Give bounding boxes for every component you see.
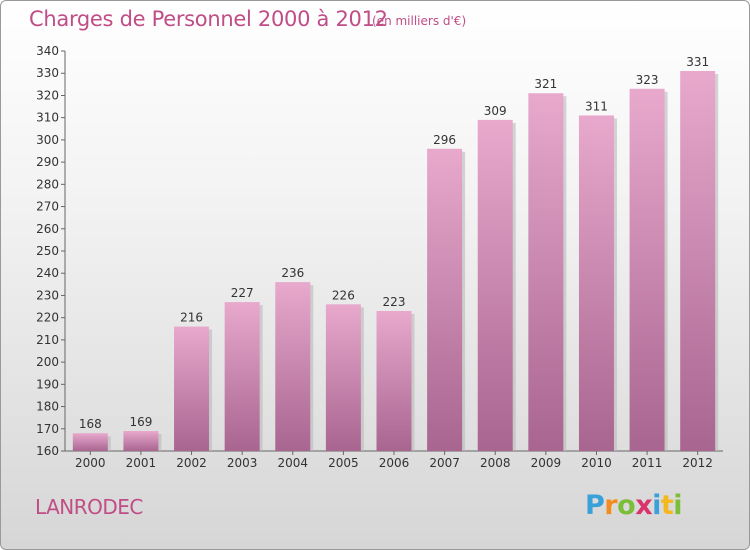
logo-letter: P xyxy=(585,490,605,521)
y-tick-label: 160 xyxy=(36,444,59,458)
data-label-2011: 323 xyxy=(636,73,659,87)
x-tick-label-2007: 2007 xyxy=(429,456,460,470)
y-tick-label: 330 xyxy=(36,66,59,80)
chart-title: Charges de Personnel 2000 à 2012 xyxy=(29,7,388,31)
x-tick-label-2010: 2010 xyxy=(581,456,612,470)
data-label-2003: 227 xyxy=(231,286,254,300)
x-tick-label-2004: 2004 xyxy=(277,456,308,470)
bar-2007 xyxy=(427,148,463,451)
bar-2006 xyxy=(376,311,412,451)
bar-2008 xyxy=(477,119,513,451)
data-label-2007: 296 xyxy=(433,133,456,147)
chart-bars: 168 169 216 227 236 226 223 296 309 321 311 323 331 xyxy=(72,55,719,452)
y-tick-label: 340 xyxy=(36,44,59,58)
x-tick-label-2009: 2009 xyxy=(531,456,562,470)
data-label-2008: 309 xyxy=(484,104,507,118)
x-tick-label-2002: 2002 xyxy=(176,456,207,470)
y-tick-label: 190 xyxy=(36,377,59,391)
y-tick-label: 290 xyxy=(36,155,59,169)
logo-letter: i xyxy=(673,490,683,521)
chart-unit-note: (en milliers d'€) xyxy=(372,14,467,28)
y-tick-label: 220 xyxy=(36,311,59,325)
data-label-2006: 223 xyxy=(383,295,406,309)
y-tick-label: 230 xyxy=(36,288,59,302)
bar-2012 xyxy=(680,71,716,451)
bar-2003 xyxy=(224,302,260,451)
data-label-2004: 236 xyxy=(281,266,304,280)
y-tick-label: 300 xyxy=(36,133,59,147)
bar-2004 xyxy=(275,282,311,451)
y-tick-label: 170 xyxy=(36,422,59,436)
y-tick-label: 280 xyxy=(36,177,59,191)
bar-2002 xyxy=(174,326,210,451)
chart-axes: 160 170 180 190 200 210 220 230 240 250 260 270 280 2… xyxy=(36,44,723,470)
y-tick-label: 200 xyxy=(36,355,59,369)
x-tick-label-2005: 2005 xyxy=(328,456,359,470)
proxiti-logo: Proxiti xyxy=(585,490,683,521)
logo-letter: t xyxy=(660,490,674,521)
data-label-2001: 169 xyxy=(129,415,152,429)
x-tick-label-2008: 2008 xyxy=(480,456,511,470)
bar-2011 xyxy=(629,88,665,452)
y-tick-label: 260 xyxy=(36,222,59,236)
bar-2001 xyxy=(123,431,159,451)
logo-letter: x xyxy=(635,490,653,521)
y-tick-label: 320 xyxy=(36,88,59,102)
logo-letter: o xyxy=(617,490,636,521)
y-tick-label: 240 xyxy=(36,266,59,280)
x-tick-label-2003: 2003 xyxy=(227,456,258,470)
data-label-2009: 321 xyxy=(534,77,557,91)
commune-name: LANRODEC xyxy=(35,495,143,519)
bar-2005 xyxy=(325,304,361,451)
logo-letter: i xyxy=(652,490,661,521)
bar-2000 xyxy=(72,433,108,451)
x-tick-label-2012: 2012 xyxy=(682,456,713,470)
data-label-2002: 216 xyxy=(180,311,203,325)
bar-2010 xyxy=(578,115,614,451)
x-tick-label-2001: 2001 xyxy=(126,456,157,470)
y-tick-label: 310 xyxy=(36,111,59,125)
y-tick-label: 180 xyxy=(36,400,59,414)
y-tick-label: 270 xyxy=(36,200,59,214)
y-tick-label: 250 xyxy=(36,244,59,258)
data-label-2000: 168 xyxy=(79,417,102,431)
data-label-2012: 331 xyxy=(686,55,709,69)
x-tick-label-2011: 2011 xyxy=(632,456,663,470)
data-label-2010: 311 xyxy=(585,99,608,113)
data-label-2005: 226 xyxy=(332,288,355,302)
logo-letter: r xyxy=(604,490,618,521)
x-tick-label-2006: 2006 xyxy=(379,456,410,470)
x-tick-label-2000: 2000 xyxy=(75,456,106,470)
bar-2009 xyxy=(528,93,564,451)
y-tick-label: 210 xyxy=(36,333,59,347)
